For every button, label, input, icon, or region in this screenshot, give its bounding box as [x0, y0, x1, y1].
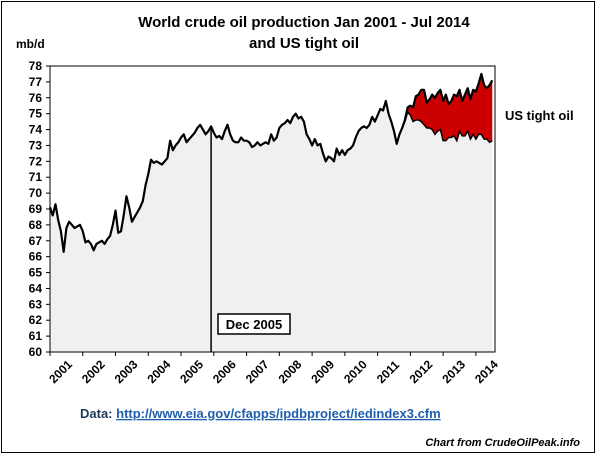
- data-source-label: Data:: [80, 406, 116, 421]
- y-tick-label: 65: [29, 266, 43, 280]
- us-tight-oil-label: US tight oil: [505, 108, 574, 123]
- data-source: Data: http://www.eia.gov/cfapps/ipdbproj…: [80, 406, 441, 421]
- world-production-area: [50, 73, 493, 352]
- y-tick-label: 77: [29, 75, 43, 89]
- x-tick-label: 2005: [177, 357, 206, 386]
- chart-credit: Chart from CrudeOilPeak.info: [425, 437, 580, 449]
- x-tick-label: 2004: [145, 357, 174, 386]
- x-axis: 2001 2002 2003 2004 2005 2006 2007 2008 2009 2010…: [46, 352, 501, 386]
- y-tick-label: 75: [29, 107, 43, 121]
- x-tick-label: 2007: [243, 357, 272, 386]
- y-tick-label: 74: [29, 123, 43, 137]
- world-production-line: [48, 72, 494, 253]
- x-tick-label: 2012: [407, 357, 436, 386]
- x-tick-label: 2001: [46, 357, 75, 386]
- y-tick-label: 76: [29, 91, 43, 105]
- y-tick-label: 66: [29, 250, 43, 264]
- x-tick-label: 2014: [472, 357, 501, 386]
- y-tick-label: 64: [29, 281, 43, 295]
- y-tick-label: 71: [29, 170, 43, 184]
- y-tick-label: 73: [29, 138, 43, 152]
- x-tick-label: 2006: [210, 357, 239, 386]
- y-tick-label: 78: [29, 59, 43, 73]
- y-tick-label: 72: [29, 154, 43, 168]
- y-tick-label: 67: [29, 234, 43, 248]
- dec-2005-annotation-box: [217, 313, 291, 335]
- y-tick-label: 68: [29, 218, 43, 232]
- x-tick-label: 2002: [79, 357, 108, 386]
- x-tick-label: 2010: [341, 357, 370, 386]
- x-tick-label: 2003: [112, 357, 141, 386]
- x-tick-label: 2013: [439, 357, 468, 386]
- x-tick-label: 2008: [276, 357, 305, 386]
- x-tick-label: 2009: [308, 357, 337, 386]
- chart-title-line2: and US tight oil: [249, 35, 359, 52]
- y-tick-label: 69: [29, 202, 43, 216]
- y-tick-label: 62: [29, 313, 43, 327]
- y-axis-unit-label: mb/d: [16, 37, 45, 51]
- y-tick-label: 63: [29, 297, 43, 311]
- y-tick-label: 70: [29, 186, 43, 200]
- chart-title-line1: World crude oil production Jan 2001 - Ju…: [138, 14, 470, 31]
- y-tick-label: 61: [29, 329, 43, 343]
- dec-2005-annotation: Dec 2005: [226, 317, 282, 332]
- x-tick-label: 2011: [374, 358, 403, 387]
- data-source-link[interactable]: http://www.eia.gov/cfapps/ipdbproject/ie…: [116, 406, 441, 421]
- world-excl-tight-oil-line: [401, 110, 493, 144]
- y-tick-label: 60: [29, 345, 43, 359]
